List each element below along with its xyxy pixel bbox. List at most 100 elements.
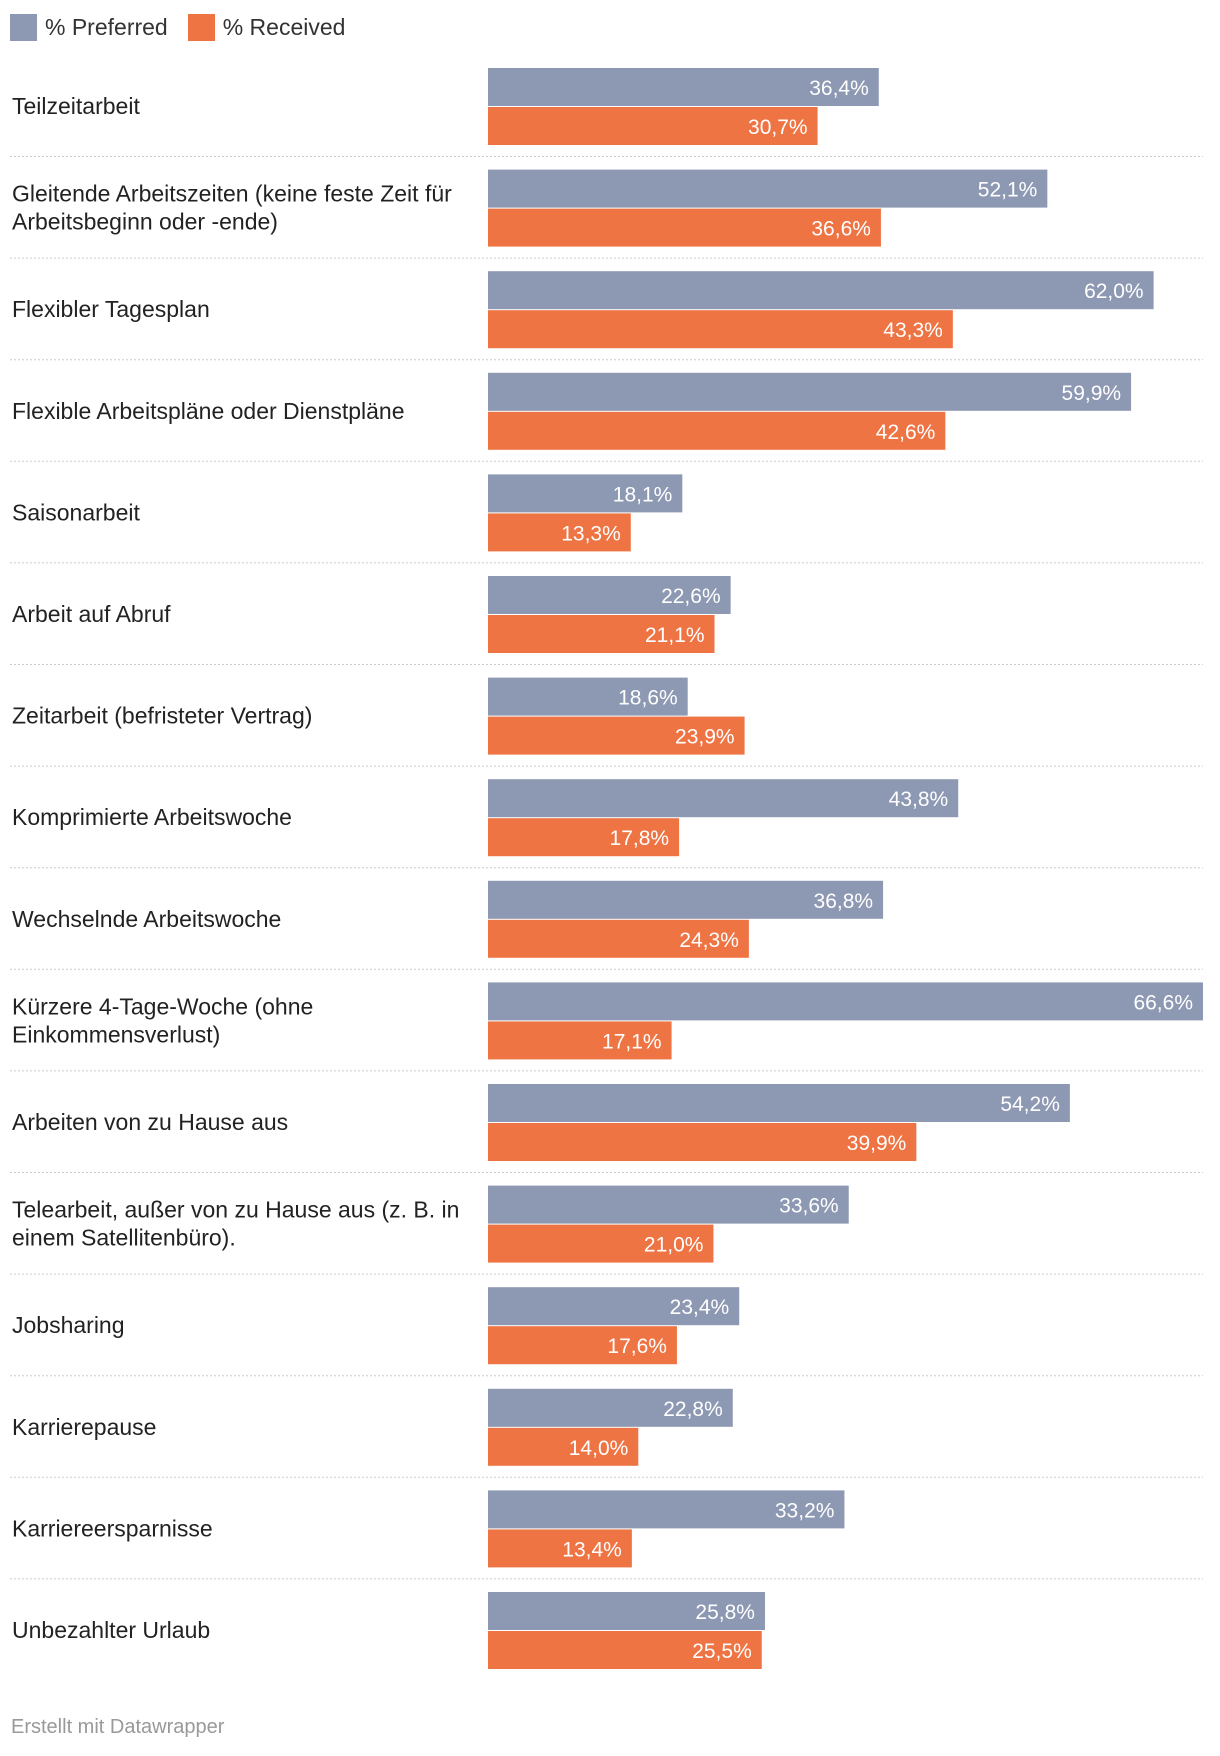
category-label: Flexible Arbeitspläne oder Dienstpläne: [12, 398, 405, 424]
category-label: Gleitende Arbeitszeiten (keine feste Zei…: [12, 181, 452, 207]
value-label-preferred: 18,6%: [618, 687, 678, 710]
category-row: Zeitarbeit (befristeter Vertrag) 18,6% 23,…: [12, 677, 745, 755]
category-row: Flexibler Tagesplan 62,0% 43,3%: [12, 271, 1154, 349]
bar-preferred: [488, 1287, 740, 1326]
category-label: Jobsharing: [12, 1312, 125, 1338]
bar-received: [488, 1224, 714, 1263]
category-label: Arbeitsbeginn oder -ende): [12, 209, 278, 235]
category-row: Jobsharing 23,4%17,6%: [12, 1287, 740, 1365]
bar-received: [488, 1326, 677, 1365]
legend-label-preferred: % Preferred: [45, 13, 168, 40]
footer-credit: Erstellt mit Datawrapper: [11, 1716, 225, 1738]
bar-received: [488, 208, 881, 247]
value-label-received: 36,6%: [811, 218, 871, 241]
value-label-preferred: 36,8%: [814, 890, 874, 913]
bar-received: [488, 310, 953, 349]
category-label: Zeitarbeit (befristeter Vertrag): [12, 703, 312, 729]
value-label-preferred: 43,8%: [889, 788, 949, 811]
value-label-preferred: 22,8%: [663, 1398, 723, 1421]
value-label-received: 17,1%: [602, 1030, 662, 1053]
value-label-received: 14,0%: [569, 1437, 629, 1460]
bar-received: [488, 1021, 672, 1060]
category-label: Komprimierte Arbeitswoche: [12, 804, 292, 830]
bar-preferred: [488, 169, 1048, 208]
value-label-preferred: 23,4%: [670, 1296, 730, 1319]
category-row: Komprimierte Arbeitswoche 43,8% 17,8%: [12, 779, 959, 857]
category-label: Arbeiten von zu Hause aus: [12, 1109, 288, 1135]
category-label: einem Satellitenbüro).: [12, 1225, 236, 1251]
category-label: Wechselnde Arbeitswoche: [12, 906, 281, 932]
category-label: Flexibler Tagesplan: [12, 296, 210, 322]
category-row: Karrierepause 22,8% 14,0%: [12, 1388, 733, 1466]
bar-received: [488, 107, 818, 145]
category-label: Karriereersparnisse: [12, 1515, 213, 1541]
value-label-preferred: 22,6%: [661, 585, 721, 608]
value-label-received: 17,8%: [610, 827, 670, 850]
category-row: Saisonarbeit 18,1% 13,3%: [12, 474, 683, 552]
legend: % Preferred % Received: [10, 12, 365, 42]
category-label: Teilzeitarbeit: [12, 93, 140, 119]
value-label-received: 17,6%: [607, 1335, 667, 1358]
legend-item-preferred: % Preferred: [10, 13, 168, 41]
category-row: Wechselnde Arbeitswoche 36,8% 24,3%: [12, 880, 884, 958]
value-label-received: 13,3%: [561, 522, 621, 545]
bar-preferred: [488, 372, 1132, 411]
value-label-received: 43,3%: [883, 319, 943, 342]
value-label-received: 25,5%: [692, 1640, 752, 1663]
category-label: Unbezahlter Urlaub: [12, 1617, 210, 1643]
value-label-preferred: 33,6%: [779, 1195, 839, 1218]
category-row: Arbeit auf Abruf 22,6% 21,1%: [12, 576, 731, 653]
category-row: Kürzere 4-Tage-Woche (ohneEinkommensverl…: [12, 982, 1203, 1060]
bar-received: [488, 716, 745, 755]
value-label-received: 23,9%: [675, 726, 735, 749]
bar-received: [488, 615, 715, 653]
bar-preferred: [488, 982, 1203, 1021]
bar-preferred: [488, 1084, 1070, 1122]
value-label-received: 39,9%: [847, 1132, 907, 1155]
value-label-received: 21,1%: [645, 624, 705, 647]
value-label-received: 21,0%: [644, 1234, 704, 1257]
value-label-preferred: 59,9%: [1062, 382, 1122, 405]
value-label-preferred: 25,8%: [695, 1601, 755, 1624]
category-row: Flexible Arbeitspläne oder Dienstpläne 59…: [12, 372, 1132, 450]
bar-preferred: [488, 1490, 845, 1529]
category-label: Kürzere 4-Tage-Woche (ohne: [12, 993, 313, 1019]
category-row: Arbeiten von zu Hause aus 54,2% 39,9%: [12, 1084, 1070, 1161]
bar-preferred: [488, 68, 879, 106]
bar-preferred: [488, 880, 884, 919]
bar-received: [488, 1631, 762, 1669]
legend-item-received: % Received: [187, 13, 345, 41]
bar-preferred: [488, 779, 959, 818]
value-label-preferred: 33,2%: [775, 1499, 835, 1522]
value-label-received: 24,3%: [679, 929, 739, 952]
bar-preferred: [488, 1185, 849, 1224]
bar-received: [488, 1529, 632, 1568]
category-row: Gleitende Arbeitszeiten (keine feste Zei…: [12, 169, 1048, 247]
value-label-received: 30,7%: [748, 116, 808, 139]
bar-preferred: [488, 271, 1154, 310]
value-label-preferred: 36,4%: [809, 77, 869, 100]
bar-chart: Teilzeitarbeit 36,4%30,7% Gleitende Arbeit…: [10, 68, 1203, 1669]
bar-received: [488, 919, 749, 958]
bar-received: [488, 1123, 917, 1161]
bar-received: [488, 1427, 639, 1466]
category-label: Arbeit auf Abruf: [12, 601, 171, 627]
bar-preferred: [488, 677, 688, 716]
category-label: Telearbeit, außer von zu Hause aus (z. B…: [12, 1197, 459, 1223]
bar-received: [488, 513, 631, 552]
value-label-preferred: 66,6%: [1133, 991, 1193, 1014]
value-label-preferred: 52,1%: [978, 179, 1038, 202]
legend-swatch-preferred: [10, 13, 37, 41]
category-row: Unbezahlter Urlaub 25,8% 25,5%: [12, 1592, 765, 1669]
category-row: Teilzeitarbeit 36,4%30,7%: [12, 68, 879, 145]
legend-swatch-received: [187, 13, 215, 41]
bar-received: [488, 411, 946, 450]
value-label-preferred: 62,0%: [1084, 280, 1144, 303]
category-row: Karriereersparnisse 33,2% 13,4%: [12, 1490, 845, 1568]
bar-preferred: [488, 1592, 765, 1630]
value-label-received: 13,4%: [562, 1538, 622, 1561]
value-label-preferred: 54,2%: [1000, 1093, 1060, 1116]
value-label-preferred: 18,1%: [613, 483, 673, 506]
category-label: Einkommensverlust): [12, 1021, 220, 1047]
bar-received: [488, 818, 680, 857]
